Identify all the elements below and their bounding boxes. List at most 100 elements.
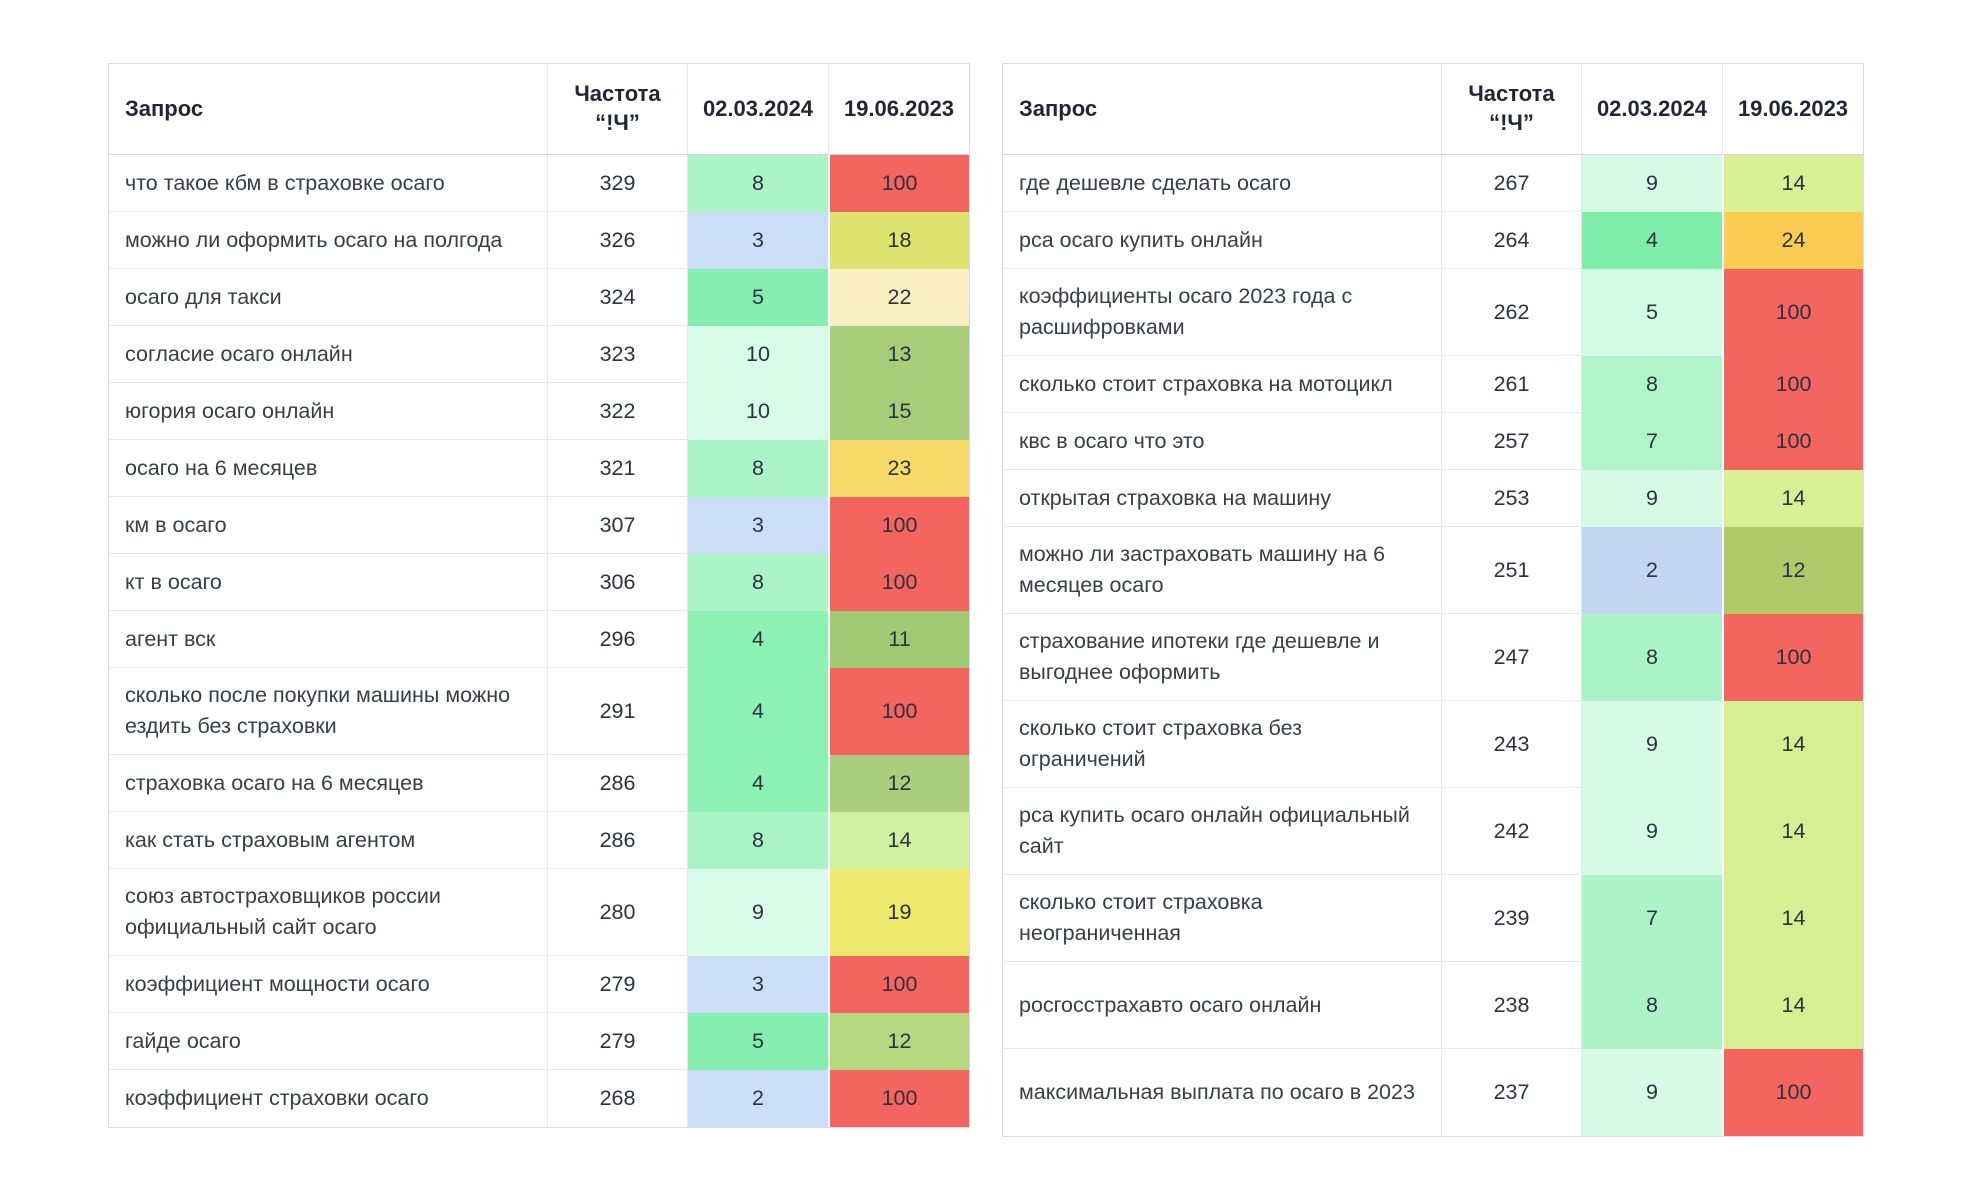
value-cell-date-1: 3 [687,956,828,1013]
query-cell: коэффициент мощности осаго [109,956,547,1013]
table-row: можно ли застраховать машину на 6 месяце… [1003,527,1863,614]
value-cell-date-1: 9 [1581,155,1722,212]
value-cell-date-1: 9 [1581,470,1722,527]
query-cell: коэффициент страховки осаго [125,1086,429,1111]
frequency-cell: 243 [1441,701,1581,788]
header-row: Запрос Частота “!Ч” 02.03.2024 19.06.202… [109,64,969,155]
value-cell-date-2: 18 [828,212,969,269]
frequency-cell: 247 [1441,614,1581,701]
header-row: Запрос Частота “!Ч” 02.03.2024 19.06.202… [1003,64,1863,155]
frequency-cell: 253 [1441,470,1581,527]
query-cell: сколько после покупки машины можно ездит… [109,668,547,755]
table-row: сколько стоит страховка на мотоцикл 261 8 1… [1003,356,1863,413]
frequency-cell: 261 [1441,356,1581,413]
table-row: сколько стоит страховка неограниченная 23… [1003,875,1863,962]
value-cell-date-1: 5 [1581,269,1722,356]
value-cell-date-2: 100 [828,668,969,755]
table-row: квс в осаго что это 257 7 100 [1003,413,1863,470]
value-cell-date-1: 8 [687,440,828,497]
query-cell: км в осаго [109,497,547,554]
frequency-cell: 321 [547,440,687,497]
frequency-cell: 323 [547,326,687,383]
query-cell: максимальная выплата по осаго в 2023 [1019,1080,1415,1105]
value-cell-date-2: 14 [828,812,969,869]
table-row: союз автостраховщиков россии официальный… [109,869,969,956]
query-cell: рса купить осаго онлайн официальный сайт [1003,788,1441,875]
table-row: гайде осаго 279 5 12 [109,1013,969,1070]
query-cell: росгосстрахавто осаго онлайн [1003,962,1441,1049]
column-header-date-2: 19.06.2023 [828,64,969,155]
column-header-query: Запрос [1003,64,1441,155]
table-row: открытая страховка на машину 253 9 14 [1003,470,1863,527]
table-row: км в осаго 307 3 100 [109,497,969,554]
frequency-cell: 262 [1441,269,1581,356]
table-row: рса осаго купить онлайн 264 4 24 [1003,212,1863,269]
value-cell-date-1: 5 [687,269,828,326]
value-cell-date-1: 8 [1581,614,1722,701]
value-cell-date-1: 5 [687,1013,828,1070]
query-cell: сколько стоит страховка неограниченная [1003,875,1441,962]
value-cell-date-1: 4 [1581,212,1722,269]
table-row: коэффициенты осаго 2023 года с расшифров… [1003,269,1863,356]
query-cell: рса осаго купить онлайн [1003,212,1441,269]
frequency-cell: 286 [547,755,687,812]
column-header-date-1: 02.03.2024 [1581,64,1722,155]
query-cell: как стать страховым агентом [109,812,547,869]
value-cell-date-2: 100 [1722,269,1863,356]
value-cell-date-1: 8 [687,812,828,869]
value-cell-date-1: 8 [1581,356,1722,413]
table-row: осаго на 6 месяцев 321 8 23 [109,440,969,497]
frequency-cell: 268 [547,1070,687,1127]
value-cell-date-2: 14 [1722,788,1863,875]
frequency-cell: 306 [547,554,687,611]
value-cell-date-2: 100 [828,497,969,554]
value-cell-date-1: 8 [687,554,828,611]
table-row: страховка осаго на 6 месяцев 286 4 12 [109,755,969,812]
query-cell: осаго для такси [109,269,547,326]
frequency-cell: 326 [547,212,687,269]
column-header-frequency: Частота “!Ч” [547,64,687,155]
query-cell: квс в осаго что это [1003,413,1441,470]
query-cell: где дешевле сделать осаго [1003,155,1441,212]
query-cell: открытая страховка на машину [1003,470,1441,527]
column-header-frequency: Частота “!Ч” [1441,64,1581,155]
value-cell-date-1: 9 [1581,1049,1722,1136]
frequency-cell: 279 [547,956,687,1013]
table-row: сколько после покупки машины можно ездит… [109,668,969,755]
value-cell-date-2: 14 [1722,470,1863,527]
value-cell-date-1: 7 [1581,413,1722,470]
value-cell-date-2: 13 [828,326,969,383]
table-row: сколько стоит страховка без ограничений 2… [1003,701,1863,788]
column-header-query: Запрос [109,64,547,155]
frequency-cell: 267 [1441,155,1581,212]
query-cell: страховка осаго на 6 месяцев [109,755,547,812]
query-cell: агент вск [109,611,547,668]
query-cell: согласие осаго онлайн [109,326,547,383]
query-cell: страхование ипотеки где дешевле и выгодн… [1003,614,1441,701]
table-row: коэффициент мощности осаго 279 3 100 [109,956,969,1013]
frequency-cell: 280 [547,869,687,956]
table-row: можно ли оформить осаго на полгода 326 3 18 [109,212,969,269]
table-row: агент вск 296 4 11 [109,611,969,668]
value-cell-date-2: 14 [1722,701,1863,788]
table-row: росгосстрахавто осаго онлайн 238 8 14 [1003,962,1863,1049]
table-row: рса купить осаго онлайн официальный сайт… [1003,788,1863,875]
frequency-cell: 322 [547,383,687,440]
column-header-date-2: 19.06.2023 [1722,64,1863,155]
frequency-cell: 257 [1441,413,1581,470]
frequency-cell: 264 [1441,212,1581,269]
table-row: максимальная выплата по осаго в 2023 237 9… [1003,1049,1863,1136]
table-row: осаго для такси 324 5 22 [109,269,969,326]
table-row: как стать страховым агентом 286 8 14 [109,812,969,869]
table-row: что такое кбм в страховке осаго 329 8 100 [109,155,969,212]
value-cell-date-2: 23 [828,440,969,497]
value-cell-date-2: 14 [1722,962,1863,1049]
column-header-date-1: 02.03.2024 [687,64,828,155]
frequency-cell: 242 [1441,788,1581,875]
frequency-cell: 291 [547,668,687,755]
query-cell: кт в осаго [109,554,547,611]
value-cell-date-2: 100 [828,1070,969,1127]
value-cell-date-1: 8 [687,155,828,212]
value-cell-date-1: 3 [687,212,828,269]
value-cell-date-1: 9 [1581,788,1722,875]
